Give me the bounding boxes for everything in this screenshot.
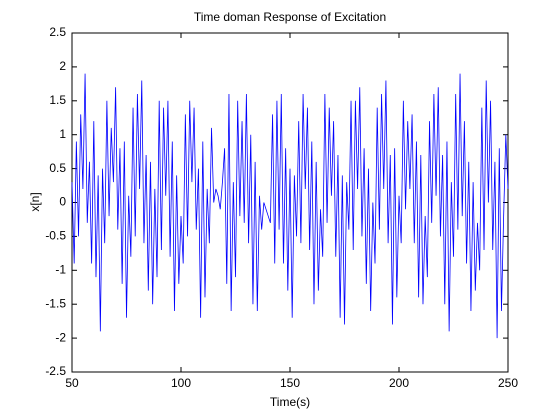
axes-box: [71, 32, 509, 373]
y-tick-label: 1: [59, 127, 66, 141]
y-tick-label: 0.5: [49, 161, 66, 175]
x-tick-label: 250: [498, 376, 518, 390]
x-tick-label: 50: [65, 376, 79, 390]
x-axis-label: Time(s): [270, 395, 310, 409]
y-tick-label: -0.5: [45, 229, 66, 243]
x-tick-label: 100: [171, 376, 191, 390]
x-tick-label: 150: [280, 376, 300, 390]
y-tick-label: 2: [59, 59, 66, 73]
y-axis-label: x[n]: [28, 192, 42, 211]
y-tick-label: 2.5: [49, 25, 66, 39]
y-tick-label: -2: [55, 330, 66, 344]
y-tick-label: 0: [59, 195, 66, 209]
data-line: [71, 73, 509, 339]
y-tick-label: -2.5: [45, 364, 66, 378]
y-tick-label: -1.5: [45, 296, 66, 310]
x-tick-label: 200: [389, 376, 409, 390]
y-tick-label: -1: [55, 262, 66, 276]
chart-title: Time doman Response of Excitation: [194, 10, 386, 24]
y-tick-label: 1.5: [49, 93, 66, 107]
